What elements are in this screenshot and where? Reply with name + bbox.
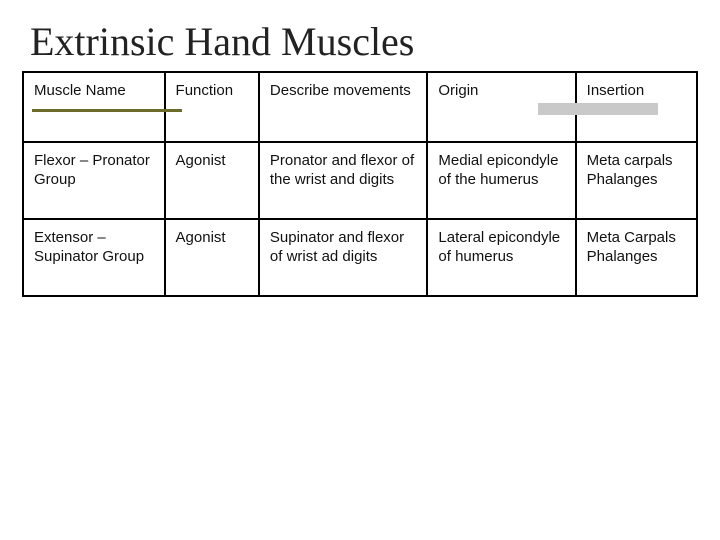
col-header-movements: Describe movements: [259, 72, 428, 142]
cell-insertion: Meta Carpals Phalanges: [576, 219, 697, 296]
cell-function: Agonist: [165, 142, 259, 219]
decoration-olive-bar: [32, 109, 182, 112]
cell-function: Agonist: [165, 219, 259, 296]
page-title: Extrinsic Hand Muscles: [30, 18, 698, 65]
cell-movements: Pronator and flexor of the wrist and dig…: [259, 142, 428, 219]
col-header-function: Function: [165, 72, 259, 142]
col-header-muscle-name: Muscle Name: [23, 72, 165, 142]
slide: Extrinsic Hand Muscles Muscle Name Funct…: [0, 0, 720, 540]
cell-origin: Medial epicondyle of the humerus: [427, 142, 575, 219]
cell-origin: Lateral epicondyle of humerus: [427, 219, 575, 296]
cell-insertion: Meta carpals Phalanges: [576, 142, 697, 219]
cell-muscle-name: Flexor – Pronator Group: [23, 142, 165, 219]
table-row: Extensor – Supinator Group Agonist Supin…: [23, 219, 697, 296]
cell-muscle-name: Extensor – Supinator Group: [23, 219, 165, 296]
decoration-gray-bar: [538, 103, 658, 115]
table-row: Flexor – Pronator Group Agonist Pronator…: [23, 142, 697, 219]
cell-movements: Supinator and flexor of wrist ad digits: [259, 219, 428, 296]
